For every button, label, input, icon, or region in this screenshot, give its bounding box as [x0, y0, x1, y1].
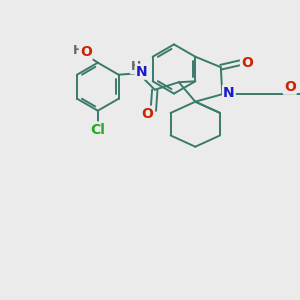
Text: H: H	[73, 44, 83, 57]
Text: O: O	[141, 107, 153, 121]
Text: N: N	[136, 65, 148, 79]
Text: H: H	[131, 60, 141, 73]
Text: O: O	[284, 80, 296, 94]
Text: N: N	[223, 86, 235, 100]
Text: O: O	[241, 56, 253, 70]
Text: Cl: Cl	[90, 123, 105, 136]
Text: O: O	[80, 45, 92, 59]
